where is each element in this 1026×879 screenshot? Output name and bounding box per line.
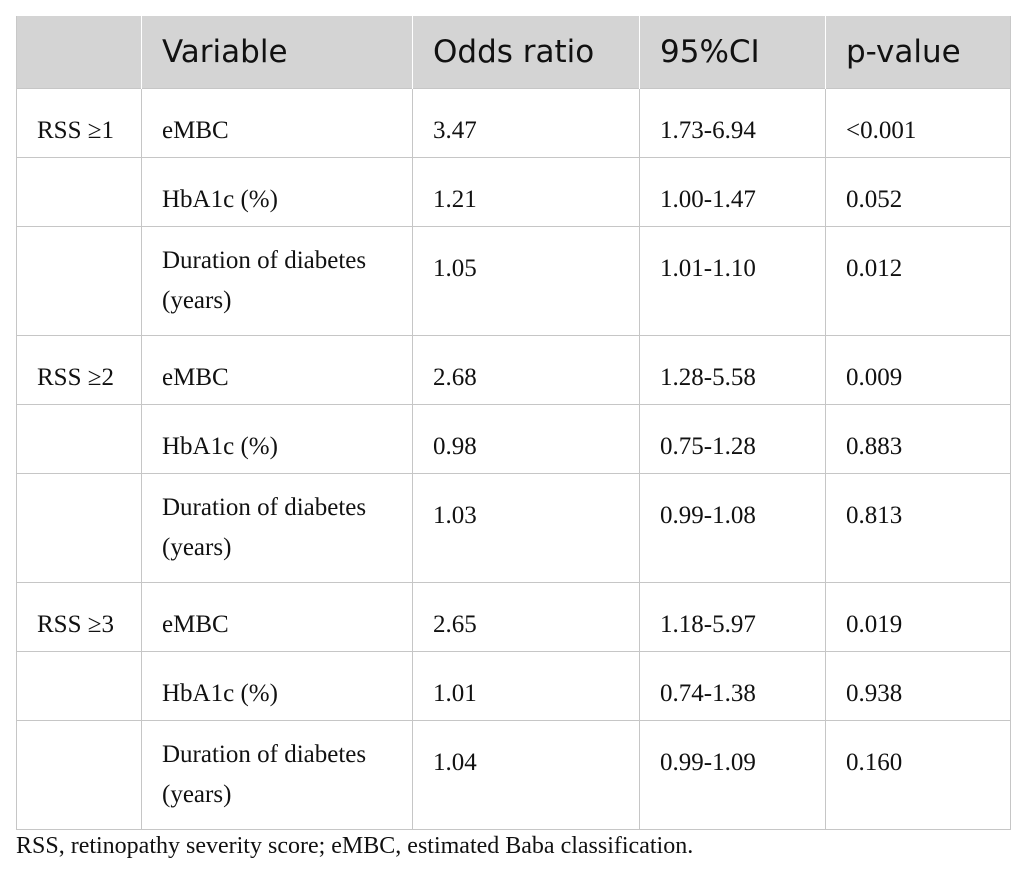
cell-variable: eMBC — [141, 335, 413, 405]
cell-variable-text: Duration of diabetes (years) — [162, 494, 367, 561]
cell-variable: Duration of diabetes (years) — [141, 226, 413, 336]
cell-group: RSS ≥1 — [16, 88, 142, 158]
cell-odds-ratio: 1.01 — [412, 651, 640, 721]
table-row: RSS ≥2 eMBC 2.68 1.28-5.58 0.009 — [16, 335, 1011, 405]
cell-ci: 1.01-1.10 — [639, 226, 826, 336]
cell-group: RSS ≥3 — [16, 582, 142, 652]
table-row: HbA1c (%) 1.01 0.74-1.38 0.938 — [16, 651, 1011, 721]
cell-p-value: 0.938 — [825, 651, 1011, 721]
cell-variable: HbA1c (%) — [141, 404, 413, 474]
cell-group — [16, 473, 142, 583]
table-row: Duration of diabetes (years) 1.03 0.99-1… — [16, 473, 1011, 583]
odds-ratio-table: Variable Odds ratio 95%CI p-value RSS ≥1… — [16, 16, 1011, 830]
cell-group: RSS ≥2 — [16, 335, 142, 405]
cell-variable-text: Duration of diabetes (years) — [162, 741, 367, 808]
cell-ci: 1.73-6.94 — [639, 88, 826, 158]
cell-variable: HbA1c (%) — [141, 651, 413, 721]
cell-ci: 1.00-1.47 — [639, 157, 826, 227]
cell-odds-ratio: 0.98 — [412, 404, 640, 474]
cell-variable: eMBC — [141, 582, 413, 652]
table-row: HbA1c (%) 1.21 1.00-1.47 0.052 — [16, 157, 1011, 227]
cell-group — [16, 720, 142, 830]
cell-variable: Duration of diabetes (years) — [141, 720, 413, 830]
table-header: Variable Odds ratio 95%CI p-value — [16, 16, 1011, 89]
cell-odds-ratio: 3.47 — [412, 88, 640, 158]
cell-odds-ratio: 2.68 — [412, 335, 640, 405]
table-row: Duration of diabetes (years) 1.05 1.01-1… — [16, 226, 1011, 336]
cell-variable: Duration of diabetes (years) — [141, 473, 413, 583]
cell-ci: 0.74-1.38 — [639, 651, 826, 721]
header-ci: 95%CI — [639, 16, 826, 89]
header-variable: Variable — [141, 16, 413, 89]
cell-odds-ratio: 2.65 — [412, 582, 640, 652]
cell-ci: 0.99-1.09 — [639, 720, 826, 830]
cell-p-value: 0.009 — [825, 335, 1011, 405]
cell-ci: 1.28-5.58 — [639, 335, 826, 405]
cell-p-value: 0.813 — [825, 473, 1011, 583]
header-odds-ratio: Odds ratio — [412, 16, 640, 89]
cell-group — [16, 651, 142, 721]
table-row: HbA1c (%) 0.98 0.75-1.28 0.883 — [16, 404, 1011, 474]
cell-p-value: 0.012 — [825, 226, 1011, 336]
cell-p-value: 0.052 — [825, 157, 1011, 227]
table-row: RSS ≥1 eMBC 3.47 1.73-6.94 <0.001 — [16, 88, 1011, 158]
cell-ci: 1.18-5.97 — [639, 582, 826, 652]
results-table-container: Variable Odds ratio 95%CI p-value RSS ≥1… — [16, 16, 1011, 830]
table-row: RSS ≥3 eMBC 2.65 1.18-5.97 0.019 — [16, 582, 1011, 652]
cell-odds-ratio: 1.21 — [412, 157, 640, 227]
cell-ci: 0.75-1.28 — [639, 404, 826, 474]
table-row: Duration of diabetes (years) 1.04 0.99-1… — [16, 720, 1011, 830]
cell-p-value: 0.883 — [825, 404, 1011, 474]
cell-odds-ratio: 1.05 — [412, 226, 640, 336]
header-row: Variable Odds ratio 95%CI p-value — [16, 16, 1011, 89]
table-footnote: RSS, retinopathy severity score; eMBC, e… — [16, 833, 694, 859]
cell-odds-ratio: 1.04 — [412, 720, 640, 830]
cell-variable: eMBC — [141, 88, 413, 158]
cell-group — [16, 157, 142, 227]
header-group — [16, 16, 142, 89]
table-body: RSS ≥1 eMBC 3.47 1.73-6.94 <0.001 HbA1c … — [16, 88, 1011, 830]
cell-group — [16, 404, 142, 474]
cell-p-value: 0.160 — [825, 720, 1011, 830]
cell-odds-ratio: 1.03 — [412, 473, 640, 583]
header-p-value: p-value — [825, 16, 1011, 89]
cell-variable: HbA1c (%) — [141, 157, 413, 227]
cell-variable-text: Duration of diabetes (years) — [162, 247, 367, 314]
cell-ci: 0.99-1.08 — [639, 473, 826, 583]
cell-group — [16, 226, 142, 336]
cell-p-value: <0.001 — [825, 88, 1011, 158]
cell-p-value: 0.019 — [825, 582, 1011, 652]
